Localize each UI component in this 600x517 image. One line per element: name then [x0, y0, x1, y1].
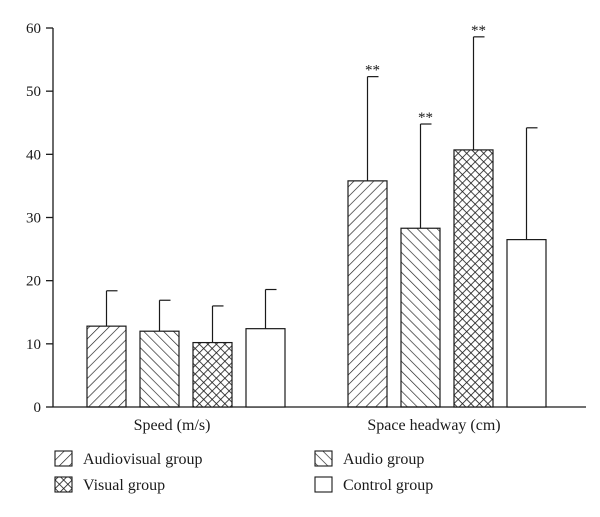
- legend-swatch: [314, 450, 333, 467]
- significance-label: **: [471, 23, 486, 39]
- bar-audiovisual-group: [347, 180, 388, 408]
- y-tick-label: 20: [26, 274, 41, 290]
- y-tick-label: 30: [26, 211, 41, 227]
- significance-label: **: [365, 63, 380, 79]
- category-labels: Speed (m/s) Space headway (cm): [134, 417, 501, 434]
- category-label: Space headway (cm): [367, 417, 500, 434]
- legend: Audiovisual group Audio group Visual group…: [54, 450, 433, 494]
- error-bars: [105, 36, 538, 343]
- legend-label: Visual group: [83, 477, 165, 494]
- bar-control-group: [245, 328, 286, 408]
- y-tick-label: 0: [34, 400, 42, 416]
- y-tick-label: 10: [26, 337, 41, 353]
- bar-control-group: [506, 239, 547, 408]
- y-tick-label: 50: [26, 84, 41, 100]
- bar-visual-group: [453, 149, 494, 408]
- y-tick-label: 40: [26, 147, 41, 163]
- significance-annotations: ** ** **: [365, 23, 486, 126]
- legend-label: Audiovisual group: [83, 451, 203, 468]
- legend-swatch: [314, 476, 333, 493]
- legend-swatch: [54, 450, 73, 467]
- bars: [86, 149, 547, 408]
- legend-swatch: [54, 476, 73, 493]
- y-axis-ticks: 0 10 20 30 40 50 60: [26, 21, 53, 416]
- bar-visual-group: [192, 341, 233, 408]
- legend-label: Audio group: [343, 451, 424, 468]
- y-tick-label: 60: [26, 21, 41, 37]
- legend-label: Control group: [343, 477, 433, 494]
- bar-audio-group: [139, 330, 180, 408]
- bar-audio-group: [400, 227, 441, 408]
- category-label: Speed (m/s): [134, 417, 211, 434]
- bar-audiovisual-group: [86, 325, 127, 408]
- significance-label: **: [418, 110, 433, 126]
